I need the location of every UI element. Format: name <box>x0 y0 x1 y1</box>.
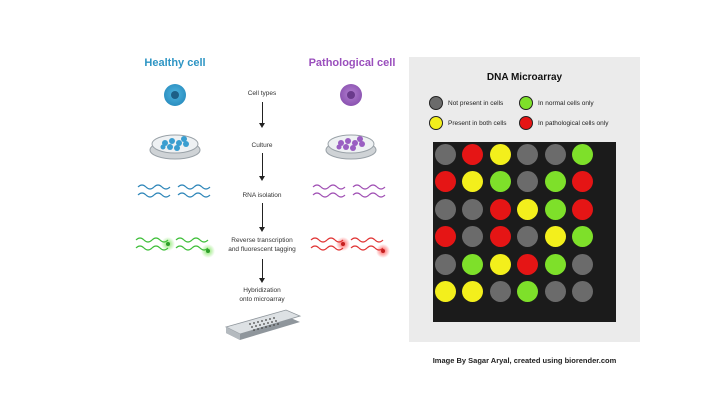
microarray-spot <box>572 198 593 220</box>
legend-dot-gray-icon <box>429 96 443 110</box>
arrow-down-icon <box>259 259 265 283</box>
pathological-culture-dish-icon <box>325 134 377 160</box>
microarray-spot <box>572 281 593 302</box>
step-hybridization: Hybridization onto microarray <box>202 286 322 304</box>
arrow-down-icon <box>259 102 265 128</box>
microarray-spot <box>434 253 456 275</box>
microarray-spot <box>544 226 566 247</box>
microarray-spot <box>489 253 511 275</box>
healthy-rna-icon <box>137 184 211 198</box>
legend-label: Present in both cells <box>448 119 507 127</box>
microarray-spot <box>572 171 593 192</box>
microarray-spot <box>462 143 483 165</box>
microarray-spot <box>462 171 483 192</box>
microarray-spot <box>517 281 538 302</box>
microarray-spot <box>572 226 593 247</box>
microarray-spot <box>462 281 483 302</box>
microarray-spot <box>489 281 511 302</box>
microarray-spot <box>572 143 593 165</box>
legend-label: Not present in cells <box>448 99 504 107</box>
legend-label: In normal cells only <box>538 99 594 107</box>
microarray-spot <box>517 198 538 220</box>
microarray-spot <box>434 281 456 302</box>
microarray-slide-icon <box>224 309 302 340</box>
step-reverse-line1: Reverse transcription <box>231 237 293 244</box>
legend-dot-red-icon <box>519 116 533 130</box>
step-cell-types: Cell types <box>247 90 277 97</box>
legend-not-present: Not present in cells <box>429 96 503 110</box>
microarray-spot <box>489 198 511 220</box>
healthy-cell-title: Healthy cell <box>144 57 206 69</box>
pathological-tagged-cdna-icon <box>310 237 390 258</box>
microarray-spot <box>544 198 566 220</box>
workflow-diagram <box>135 84 390 340</box>
microarray-spot <box>517 226 538 247</box>
image-credit: Image By Sagar Aryal, created using bior… <box>432 356 617 365</box>
microarray-spot <box>544 143 566 165</box>
legend-dot-green-icon <box>519 96 533 110</box>
microarray-spot <box>462 198 483 220</box>
legend-pathological-only: In pathological cells only <box>519 116 608 130</box>
step-rna-isolation: RNA isolation <box>242 192 282 199</box>
microarray-spot <box>544 253 566 275</box>
microarray-spot <box>489 143 511 165</box>
microarray-grid <box>433 142 616 322</box>
step-hyb-line2: onto microarray <box>239 296 285 303</box>
step-culture: Culture <box>251 142 273 149</box>
arrow-down-icon <box>259 153 265 181</box>
step-reverse-transcription: Reverse transcription and fluorescent ta… <box>202 236 322 254</box>
microarray-spot <box>434 171 456 192</box>
step-reverse-line2: and fluorescent tagging <box>228 246 296 253</box>
step-hyb-line1: Hybridization <box>243 287 281 294</box>
legend-normal-only: In normal cells only <box>519 96 594 110</box>
pathological-rna-icon <box>312 184 386 198</box>
legend-label: In pathological cells only <box>538 119 609 127</box>
legend-both: Present in both cells <box>429 116 507 130</box>
microarray-spot <box>434 198 456 220</box>
legend-dot-yellow-icon <box>429 116 443 130</box>
microarray-spot <box>489 171 511 192</box>
pathological-cell-title: Pathological cell <box>308 57 396 69</box>
pathological-cell-icon <box>340 84 362 106</box>
healthy-cell-icon <box>164 84 186 106</box>
microarray-spot <box>517 171 538 192</box>
healthy-culture-dish-icon <box>149 134 201 160</box>
microarray-spot <box>517 143 538 165</box>
microarray-spot <box>434 226 456 247</box>
microarray-spot <box>462 226 483 247</box>
microarray-spot <box>572 253 593 275</box>
microarray-spot <box>544 171 566 192</box>
microarray-spot <box>489 226 511 247</box>
microarray-spot <box>517 253 538 275</box>
microarray-spot <box>544 281 566 302</box>
microarray-spot <box>434 143 456 165</box>
microarray-title: DNA Microarray <box>486 72 563 83</box>
arrow-down-icon <box>259 203 265 232</box>
microarray-spot <box>462 253 483 275</box>
healthy-tagged-cdna-icon <box>135 237 215 258</box>
